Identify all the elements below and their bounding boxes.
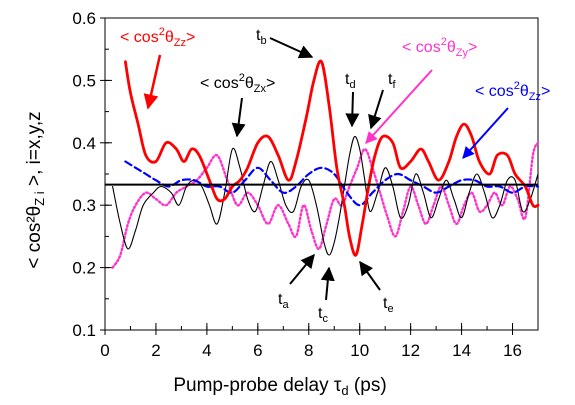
marker-tf-label: tf (388, 71, 396, 91)
marker-ta-arrow (289, 253, 315, 285)
marker-te-arrow (359, 260, 381, 291)
annotation-black-arrow (231, 97, 246, 138)
marker-td-label: td (345, 71, 356, 91)
marker-te-label: te (383, 295, 394, 315)
x-tick-label: 0 (100, 341, 109, 360)
annotation-red-arrow (143, 54, 162, 110)
marker-tc-label: tc (318, 305, 328, 325)
series-line-solid-thick (124, 59, 540, 257)
marker-td-arrow (345, 91, 360, 128)
x-tick-label: 16 (503, 341, 522, 360)
y-tick-label: 0.3 (72, 196, 96, 215)
annotation-pink-label: < cos2θZy> (402, 36, 477, 59)
x-tick-label: 8 (304, 341, 313, 360)
marker-tb-arrow (269, 37, 314, 59)
y-tick-label: 0.6 (72, 9, 96, 28)
y-tick-label: 0.2 (72, 259, 96, 278)
x-tick-label: 2 (151, 341, 160, 360)
annotation-pink-arrow (365, 69, 433, 144)
x-tick-label: 10 (350, 341, 369, 360)
x-tick-label: 12 (401, 341, 420, 360)
series-line-dashed (124, 160, 540, 207)
y-tick-label: 0.4 (72, 134, 96, 153)
annotation-blue-arrow (462, 107, 509, 159)
x-tick-label: 4 (202, 341, 211, 360)
marker-tb-label: tb (256, 27, 267, 47)
series-line-solid-thin (112, 135, 539, 256)
annotation-blue-label: < cos2θZz> (475, 80, 550, 103)
annotation-red-label: < cos2θZz> (120, 26, 195, 49)
x-tick-label: 14 (452, 341, 471, 360)
marker-ta-label: ta (278, 291, 289, 311)
marker-tf-arrow (368, 89, 384, 130)
y-tick-label: 0.5 (72, 71, 96, 90)
x-tick-label: 6 (253, 341, 262, 360)
y-axis-title: < cos²θZ i >, i=x,y,z (24, 111, 47, 268)
annotation-black-label: < cos2θZx> (200, 72, 275, 95)
x-axis-title: Pump-probe delay τd (ps) (173, 375, 386, 398)
y-tick-label: 0.1 (72, 321, 96, 340)
marker-tc-arrow (320, 266, 335, 301)
